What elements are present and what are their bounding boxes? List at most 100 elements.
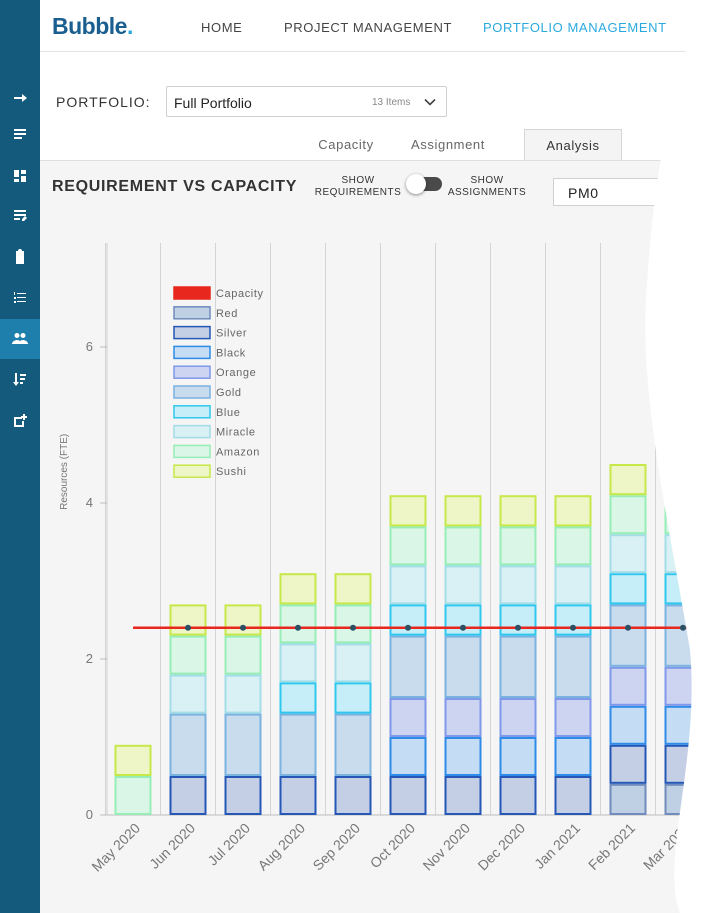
bar-segment-gold: [279, 713, 317, 777]
bar-segment-silver: [444, 776, 482, 815]
bar-segment-blue: [664, 573, 702, 605]
bar-segment-sushi: [114, 744, 152, 776]
bar-segment-black: [664, 705, 702, 745]
x-tick-label: Mar 2021: [640, 820, 693, 873]
legend-label-capacity: Capacity: [216, 288, 264, 300]
sidebar-item-list[interactable]: [0, 114, 40, 154]
logo[interactable]: Bubble.: [52, 13, 133, 40]
sidebar-item-people[interactable]: [0, 319, 40, 359]
bar-segment-silver: [389, 776, 427, 815]
tab-assignment[interactable]: Assignment: [411, 137, 485, 152]
toggle-label-assignments-line2: ASSIGNMENTS: [447, 187, 527, 198]
bar-segment-amazon: [554, 526, 592, 566]
toggle-label-requirements-line2: REQUIREMENTS: [314, 187, 402, 198]
legend-label-amazon: Amazon: [216, 446, 260, 458]
people-icon: [12, 333, 28, 344]
y-tick-label: 6: [86, 339, 93, 354]
legend-label-red: Red: [216, 308, 238, 320]
bar-segment-black: [554, 737, 592, 776]
capacity-marker: [185, 624, 191, 631]
sidebar-item-edit-list[interactable]: [0, 196, 40, 236]
sidebar-item-numbered-list[interactable]: [0, 278, 40, 318]
bar-segment-silver: [664, 744, 702, 784]
legend-swatch-orange: [173, 365, 211, 379]
add-box-icon: [14, 414, 27, 427]
bar-segment-silver: [609, 744, 647, 784]
clipboard-icon: [16, 249, 24, 264]
bar-segment-silver: [554, 776, 592, 815]
bar-segment-amazon: [169, 635, 207, 675]
bar-segment-black: [389, 737, 427, 776]
toggle-label-assignments-line1: SHOW: [470, 175, 504, 186]
pm-select[interactable]: PM0: [553, 178, 663, 206]
capacity-marker: [460, 624, 466, 631]
bar-segment-amazon: [334, 604, 372, 644]
edit-list-icon: [14, 210, 27, 221]
capacity-marker: [295, 624, 301, 631]
bar-segment-sushi: [554, 495, 592, 527]
sidebar: [0, 0, 40, 913]
bar-segment-silver: [334, 776, 372, 815]
requirements-assignments-toggle[interactable]: [406, 174, 442, 194]
bar-segment-silver: [499, 776, 537, 815]
x-tick-label: Nov 2020: [419, 820, 473, 874]
logo-dot: .: [126, 13, 133, 39]
legend-label-sushi: Sushi: [216, 466, 247, 478]
capacity-marker: [405, 624, 411, 631]
bar-segment-sushi: [334, 573, 372, 605]
toggle-knob[interactable]: [406, 174, 426, 194]
tab-capacity[interactable]: Capacity: [318, 137, 374, 152]
bar-segment-sushi: [664, 464, 702, 496]
bar-segment-gold: [169, 713, 207, 777]
bar-segment-miracle: [169, 674, 207, 714]
portfolio-select[interactable]: Full Portfolio 13 Items: [166, 86, 447, 117]
sort-icon: [13, 373, 26, 386]
nav-link-portfolio-management[interactable]: PORTFOLIO MANAGEMENT: [483, 20, 667, 35]
bar-segment-miracle: [499, 565, 537, 605]
bar-segment-gold: [334, 713, 372, 777]
nav-link-home[interactable]: HOME: [201, 20, 243, 35]
sidebar-item-dashboard[interactable]: [0, 156, 40, 196]
nav-link-project-management[interactable]: PROJECT MANAGEMENT: [284, 20, 453, 35]
tab-analysis[interactable]: Analysis: [524, 129, 622, 160]
bar-segment-black: [444, 737, 482, 776]
legend-label-silver: Silver: [216, 328, 247, 340]
bar-segment-blue: [334, 682, 372, 714]
bar-segment-amazon: [114, 776, 152, 815]
bar-segment-orange: [609, 666, 647, 706]
x-tick-label: Sep 2020: [309, 820, 363, 874]
requirement-capacity-chart: 0 2 4 6 Resources (FTE) May 2020 Jun 2020 Jul 2…: [59, 243, 704, 875]
bar-segment-amazon: [224, 635, 262, 675]
bar-segment-blue: [444, 604, 482, 636]
pm-value: PM0: [568, 185, 599, 201]
bar-segment-miracle: [444, 565, 482, 605]
bar-segment-red: [609, 783, 647, 815]
y-tick-label: 2: [86, 651, 93, 666]
legend-swatch-blue: [173, 405, 211, 419]
bar-segment-miracle: [664, 534, 702, 574]
legend-label-gold: Gold: [216, 387, 242, 399]
bar-segment-sushi: [389, 495, 427, 527]
toggle-label-assignments: SHOW ASSIGNMENTS: [444, 175, 530, 199]
x-tick-label: Jun 2020: [146, 820, 198, 872]
legend-label-black: Black: [216, 347, 246, 359]
legend-swatch-gold: [173, 385, 211, 399]
sidebar-item-sort[interactable]: [0, 359, 40, 399]
legend-swatch-miracle: [173, 424, 211, 439]
bar-segment-gold: [444, 635, 482, 699]
bar-segment-orange: [389, 698, 427, 737]
arrow-right-icon: [14, 94, 27, 102]
bar-segment-miracle: [554, 565, 592, 605]
bar-segment-black: [609, 705, 647, 745]
x-tick-label: Jan 2021: [531, 820, 583, 872]
bar-segment-sushi: [279, 573, 317, 605]
sidebar-item-add-box[interactable]: [0, 401, 40, 441]
capacity-marker: [515, 624, 521, 631]
bar-segment-gold: [389, 635, 427, 699]
bar-segment-gold: [224, 713, 262, 777]
sidebar-item-arrow-right[interactable]: [0, 78, 40, 118]
bar-segment-amazon: [389, 526, 427, 566]
sidebar-item-clipboard[interactable]: [0, 237, 40, 277]
bar-segment-amazon: [609, 495, 647, 535]
bar-segment-gold: [609, 604, 647, 667]
